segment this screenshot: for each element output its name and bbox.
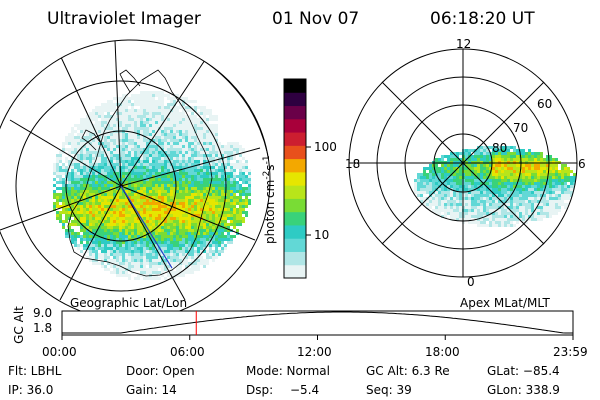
timeline-y-tick-1.8: 1.8	[33, 321, 53, 335]
colorbar-exponent-2: -1	[262, 155, 272, 165]
colorbar-swatch	[284, 185, 306, 199]
colorbar-swatch	[284, 251, 306, 266]
colorbar-unit-label: photon cm-2s-1	[260, 155, 277, 244]
timeline-x-tick: 06:00	[170, 345, 205, 359]
polar-diagonal-line	[381, 81, 545, 245]
colorbar-s-text: s	[263, 164, 277, 171]
timeline-x-tick: 00:00	[42, 345, 77, 359]
polar-label-18: 18	[345, 157, 361, 171]
colorbar-swatch	[284, 224, 306, 239]
colorbar-unit-text: photon cm	[263, 179, 277, 244]
status-filter: Flt: LBHL	[8, 364, 62, 378]
globe-lat-circle	[15, 80, 227, 292]
polar-label-6: 6	[578, 157, 586, 171]
colorbar-swatch	[284, 145, 306, 160]
colorbar-swatch	[284, 171, 306, 186]
polar-aurora-pixels	[414, 146, 577, 227]
colorbar-swatch	[284, 79, 306, 93]
colorbar-swatch	[284, 198, 306, 213]
polar-map	[348, 48, 578, 278]
polar-map-label: Apex MLat/MLT	[460, 296, 550, 310]
timeline-x-tick: 18:00	[425, 345, 460, 359]
status-gc-alt: GC Alt: 6.3 Re	[366, 364, 450, 378]
colorbar-swatch	[284, 211, 306, 226]
globe-map	[0, 40, 270, 320]
status-dsp-value: −5.4	[290, 383, 320, 397]
globe-meridians	[0, 40, 261, 301]
colorbar-swatch	[284, 158, 306, 173]
colorbar-tick-10: 10	[314, 228, 330, 242]
altitude-curve	[62, 311, 573, 334]
status-gain: Gain: 14	[126, 383, 177, 397]
colorbar-swatch	[284, 92, 306, 107]
colorbar-swatch	[284, 264, 306, 279]
timeline-x-tick: 12:00	[297, 345, 332, 359]
polar-label-0: 0	[467, 275, 475, 289]
polar-label-12: 12	[456, 37, 472, 51]
status-door: Door: Open	[126, 364, 195, 378]
polar-mlat-label-60: 60	[537, 97, 553, 111]
globe-lat-circle	[65, 130, 177, 242]
colorbar-swatch	[284, 105, 306, 120]
status-glon: GLon: 338.9	[487, 383, 560, 397]
time-label: 06:18:20 UT	[430, 9, 535, 29]
polar-mlat-label-80: 80	[492, 141, 508, 155]
colorbar-swatch	[284, 238, 306, 252]
coastline-peninsula	[81, 69, 141, 151]
globe-map-label: Geographic Lat/Lon	[70, 296, 188, 310]
status-dsp-label: Dsp:	[246, 383, 274, 397]
coastline	[67, 69, 213, 277]
colorbar	[283, 78, 311, 279]
instrument-title: Ultraviolet Imager	[47, 9, 201, 29]
timeline-ticks	[61, 335, 574, 340]
timeline-plot	[61, 310, 574, 340]
local-meridian	[120, 185, 173, 269]
polar-mlat-label-70: 70	[513, 121, 529, 135]
status-glat: GLat: −85.4	[487, 364, 560, 378]
timeline-y-title: GC Alt	[12, 306, 26, 344]
colorbar-exponent-1: -2	[262, 170, 272, 180]
status-mode: Mode: Normal	[246, 364, 330, 378]
timeline-y-tick-9: 9.0	[33, 306, 53, 320]
status-ip: IP: 36.0	[8, 383, 54, 397]
status-seq: Seq: 39	[366, 383, 412, 397]
colorbar-tick-100: 100	[314, 140, 337, 154]
timeline-x-tick: 23:59	[553, 345, 588, 359]
globe-aurora-pixels	[53, 91, 251, 280]
date-label: 01 Nov 07	[272, 9, 360, 29]
colorbar-swatch	[284, 118, 306, 133]
colorbar-swatch	[284, 132, 306, 146]
